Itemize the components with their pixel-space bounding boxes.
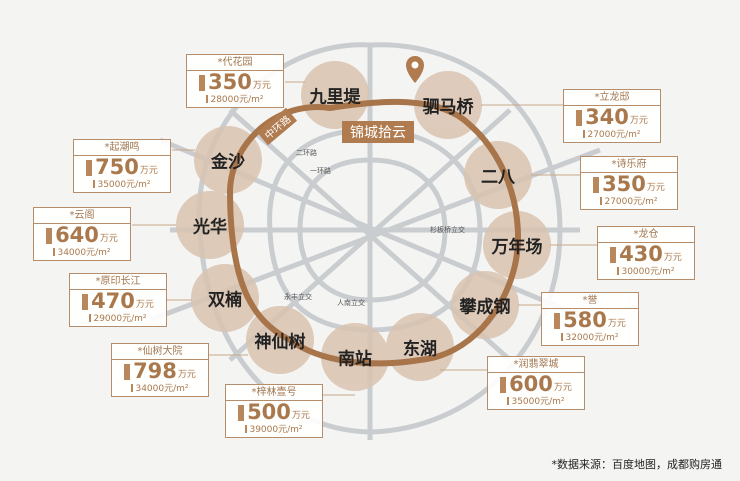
project-name: *立龙邸 bbox=[564, 90, 660, 106]
price-unit: 万元 bbox=[252, 81, 271, 91]
price-unit: 万元 bbox=[607, 319, 626, 329]
price-unit: 万元 bbox=[291, 411, 310, 421]
project-name: *起潮鸣 bbox=[74, 140, 170, 156]
price-unit: 万元 bbox=[177, 370, 196, 380]
area-label: 九里堤 bbox=[309, 87, 361, 108]
project-name: *龙仓 bbox=[598, 227, 694, 243]
area-label: 二八 bbox=[481, 167, 515, 188]
project-price-card: *云阁 640 万元 34000元/m² bbox=[33, 207, 131, 261]
price-tag-bar bbox=[554, 313, 561, 329]
price-tag-bar bbox=[46, 228, 53, 244]
price-tag-bar bbox=[82, 294, 89, 310]
project-name: *梓林壹号 bbox=[226, 385, 322, 401]
project-label: 锦城拾云 bbox=[342, 121, 414, 143]
area-circles bbox=[176, 61, 551, 391]
total-price: 798 bbox=[133, 359, 177, 383]
unit-price: 29000元/m² bbox=[70, 312, 166, 326]
price-tag-bar bbox=[610, 247, 617, 263]
area-label: 东湖 bbox=[403, 339, 437, 360]
total-price: 500 bbox=[247, 400, 291, 424]
project-name: *诗乐府 bbox=[581, 157, 677, 173]
price-tag-bar bbox=[576, 110, 583, 126]
project-name: *润翡翠城 bbox=[488, 357, 584, 373]
unit-price: 34000元/m² bbox=[112, 382, 208, 396]
project-price-card: *龙仓 430 万元 30000元/m² bbox=[597, 226, 695, 280]
price-unit: 万元 bbox=[135, 300, 154, 310]
unit-price: 39000元/m² bbox=[226, 423, 322, 437]
project-name: *云阁 bbox=[34, 208, 130, 224]
location-pin-icon bbox=[406, 56, 424, 83]
total-price: 470 bbox=[91, 289, 135, 313]
area-label: 金沙 bbox=[211, 152, 245, 173]
price-tag-bar bbox=[86, 160, 93, 176]
area-label: 神仙树 bbox=[254, 332, 306, 353]
interchange-label: 永丰立交 bbox=[284, 293, 312, 301]
interchange-label: 人南立交 bbox=[337, 299, 365, 307]
price-tag-bar bbox=[124, 364, 131, 380]
unit-price: 27000元/m² bbox=[564, 128, 660, 142]
project-price-card: *诗乐府 350 万元 27000元/m² bbox=[580, 156, 678, 210]
total-price: 600 bbox=[509, 372, 553, 396]
unit-price: 35000元/m² bbox=[488, 395, 584, 409]
total-price: 640 bbox=[55, 223, 99, 247]
price-tag-bar bbox=[199, 75, 206, 91]
project-name: *仙树大院 bbox=[112, 344, 208, 360]
price-tag-bar bbox=[238, 405, 245, 421]
total-price: 350 bbox=[602, 172, 646, 196]
unit-price: 35000元/m² bbox=[74, 178, 170, 192]
total-price: 340 bbox=[585, 105, 629, 129]
road-label: 二环路 bbox=[296, 149, 317, 157]
project-price-card: *原印长江 470 万元 29000元/m² bbox=[69, 273, 167, 327]
project-price-card: *梓林壹号 500 万元 39000元/m² bbox=[225, 384, 323, 438]
project-name: *代花园 bbox=[187, 55, 283, 71]
area-label: 光华 bbox=[193, 217, 227, 238]
price-unit: 万元 bbox=[553, 383, 572, 393]
project-name: *原印长江 bbox=[70, 274, 166, 290]
connector-lines bbox=[132, 81, 597, 396]
price-unit: 万元 bbox=[663, 253, 682, 263]
price-tag-bar bbox=[500, 377, 507, 393]
area-label: 驷马桥 bbox=[422, 97, 474, 118]
project-price-card: *润翡翠城 600 万元 35000元/m² bbox=[487, 356, 585, 410]
unit-price: 28000元/m² bbox=[187, 93, 283, 107]
total-price: 750 bbox=[95, 155, 139, 179]
unit-price: 34000元/m² bbox=[34, 246, 130, 260]
data-source-note: *数据来源：百度地图，成都购房通 bbox=[551, 458, 723, 471]
price-tag-bar bbox=[593, 177, 600, 193]
unit-price: 30000元/m² bbox=[598, 265, 694, 279]
price-unit: 万元 bbox=[646, 183, 665, 193]
price-unit: 万元 bbox=[629, 116, 648, 126]
total-price: 430 bbox=[619, 242, 663, 266]
project-price-card: *代花园 350 万元 28000元/m² bbox=[186, 54, 284, 108]
unit-price: 27000元/m² bbox=[581, 195, 677, 209]
total-price: 580 bbox=[563, 308, 607, 332]
area-label: 南站 bbox=[338, 349, 372, 370]
price-unit: 万元 bbox=[99, 234, 118, 244]
area-label: 万年场 bbox=[491, 237, 543, 258]
project-price-card: *誉 580 万元 32000元/m² bbox=[541, 292, 639, 346]
area-label: 双楠 bbox=[208, 290, 242, 311]
road-label: 一环路 bbox=[310, 167, 331, 175]
project-price-card: *立龙邸 340 万元 27000元/m² bbox=[563, 89, 661, 143]
unit-price: 32000元/m² bbox=[542, 331, 638, 345]
project-price-card: *仙树大院 798 万元 34000元/m² bbox=[111, 343, 209, 397]
ring-road-line bbox=[226, 98, 521, 367]
project-price-card: *起潮鸣 750 万元 35000元/m² bbox=[73, 139, 171, 193]
area-label: 攀成钢 bbox=[459, 297, 511, 318]
project-name: *誉 bbox=[542, 293, 638, 309]
price-unit: 万元 bbox=[139, 166, 158, 176]
interchange-label: 杉板桥立交 bbox=[430, 226, 465, 234]
total-price: 350 bbox=[208, 70, 252, 94]
